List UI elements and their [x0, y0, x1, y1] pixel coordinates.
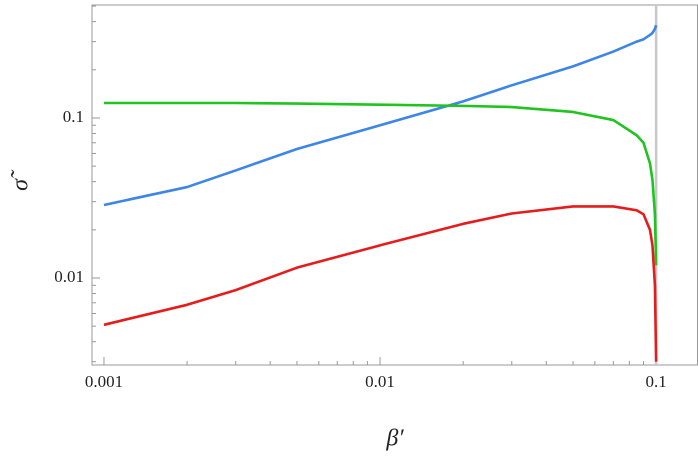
x-tick-label: 0.1	[646, 372, 667, 391]
y-axis-label: σ̃	[8, 169, 34, 191]
x-tick-label: 0.01	[365, 372, 395, 391]
y-tick-label: 0.1	[63, 107, 84, 126]
plot-frame	[91, 4, 698, 366]
y-tick-label: 0.01	[54, 267, 84, 286]
x-axis-label: β′	[385, 426, 404, 452]
series-line	[103, 101, 658, 266]
series-line	[103, 24, 658, 207]
x-tick-label: 0.001	[85, 372, 123, 391]
series-line	[103, 205, 658, 362]
